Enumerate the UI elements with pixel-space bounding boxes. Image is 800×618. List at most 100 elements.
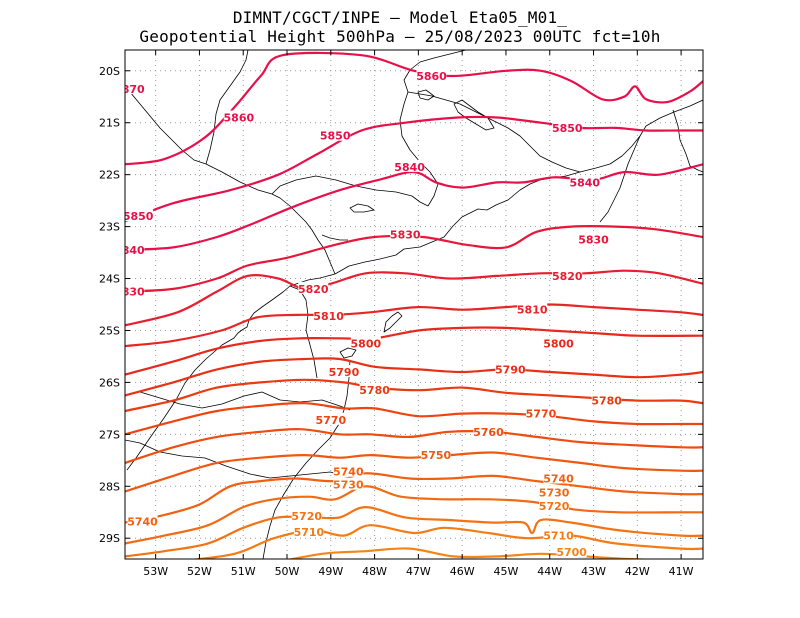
contour-line-5730 (125, 485, 703, 545)
lon-tick-label: 51W (231, 565, 256, 578)
contour-label-5780: 5780 (591, 395, 622, 408)
contour-label-bg (556, 545, 587, 558)
contour-label-5850: 5850 (552, 122, 583, 135)
contour-label-bg (543, 471, 574, 484)
contour-label-bg (543, 528, 574, 541)
contour-label-5770: 5770 (315, 414, 346, 427)
lagoon (417, 89, 435, 101)
contour-line-5800 (125, 326, 703, 376)
contour-label-bg (320, 128, 351, 141)
contour-label-5730: 5730 (539, 487, 570, 500)
contour-label-5790: 5790 (495, 363, 526, 376)
state-border (289, 285, 318, 379)
lagoon (453, 99, 495, 131)
contour-label-5730: 5730 (333, 479, 364, 492)
contour-label-5790: 5790 (329, 366, 360, 379)
contour-label-bg (293, 524, 324, 537)
chart-title-line1: DIMNT/CGCT/INPE – Model Eta05_M01_ (232, 8, 568, 27)
state-border (519, 99, 703, 191)
contour-line-5700 (286, 547, 658, 559)
lagoon (349, 203, 375, 213)
contour-label-bg (552, 268, 583, 281)
contour-line-5860 (125, 51, 703, 166)
state-border (205, 50, 249, 165)
lagoon (383, 311, 403, 333)
contour-label-bg (333, 477, 364, 490)
graticule-grid (125, 50, 703, 559)
contour-label-bg (298, 281, 329, 294)
contour-label-5780: 5780 (359, 384, 390, 397)
contour-label-5840: 5840 (569, 176, 600, 189)
lon-tick-label: 41W (669, 565, 694, 578)
contour-label-bg (416, 68, 447, 81)
state-border (399, 50, 467, 207)
contour-label-bg (333, 464, 364, 477)
state-border (125, 439, 348, 479)
contour-label-bg (525, 406, 556, 419)
contour-label-bg (291, 508, 322, 521)
contour-label-5760: 5760 (473, 426, 504, 439)
lat-tick-label: 21S (99, 117, 120, 130)
contour-line-5840 (125, 163, 703, 252)
contour-label-bg (495, 362, 526, 375)
lat-tick-label: 23S (99, 221, 120, 234)
lagoon (339, 347, 357, 359)
state-border (271, 193, 336, 275)
contour-label-5800: 5800 (351, 337, 382, 350)
contour-label-bg (390, 227, 421, 240)
lon-tick-label: 47W (406, 565, 431, 578)
map-frame (124, 49, 704, 560)
lat-tick-label: 26S (99, 376, 120, 389)
state-border (125, 391, 351, 411)
contour-label-5810: 5810 (313, 310, 344, 323)
lat-tick-label: 25S (99, 324, 120, 337)
lat-tick-label: 27S (99, 428, 120, 441)
lat-tick-label: 24S (99, 273, 120, 286)
lat-tick-label: 20S (99, 65, 120, 78)
contour-label-5720: 5720 (539, 500, 570, 513)
lat-tick-label: 22S (99, 169, 120, 182)
lat-tick-label: 28S (99, 480, 120, 493)
contour-line-5760 (125, 428, 703, 464)
contour-label-bg (127, 514, 158, 527)
contour-label-5840: 5840 (114, 244, 145, 257)
contour-label-bg (517, 302, 548, 315)
lon-tick-label: 48W (362, 565, 387, 578)
contour-label-5740: 5740 (127, 516, 158, 529)
axis-ticks: 53W 52W 51W 50W 49W 48W 47W 46W 45W 44W 43W 42W 41W 2… (99, 50, 703, 578)
contour-label-bg (125, 209, 154, 222)
lon-tick-label: 46W (450, 565, 475, 578)
state-border (125, 85, 273, 195)
contour-label-bg (569, 175, 600, 188)
contour-label-bg (552, 120, 583, 133)
contour-line-5820 (125, 269, 703, 327)
contour-label-5830: 5830 (578, 234, 609, 247)
lon-tick-label: 53W (143, 565, 168, 578)
contour-label-5850: 5850 (123, 210, 154, 223)
contour-line-5850 (125, 115, 703, 223)
chart-title-line2: Geopotential Height 500hPa – 25/08/2023 … (139, 27, 661, 46)
contour-line-5780 (125, 378, 703, 413)
lat-tick-label: 29S (99, 532, 120, 545)
contour-label-5870: 5870 (114, 83, 145, 96)
lon-tick-label: 45W (494, 565, 519, 578)
lon-tick-label: 43W (581, 565, 606, 578)
contour-label-bg (315, 412, 346, 425)
state-border (599, 135, 641, 223)
state-border (321, 234, 348, 241)
contour-label-5710: 5710 (543, 530, 574, 543)
contour-line-5770 (125, 402, 703, 436)
lon-tick-label: 52W (187, 565, 212, 578)
contour-label-5830: 5830 (390, 228, 421, 241)
contour-label-bg (125, 242, 145, 255)
contour-label-5710: 5710 (294, 526, 325, 539)
contour-label-5740: 5740 (333, 466, 364, 479)
contour-label-bg (125, 284, 145, 297)
contour-label-bg (591, 393, 622, 406)
contour-line-5790 (125, 357, 703, 397)
contour-lines (125, 51, 703, 559)
lon-tick-label: 50W (275, 565, 300, 578)
contour-label-5860: 5860 (416, 70, 447, 83)
contour-label-bg (539, 485, 570, 498)
